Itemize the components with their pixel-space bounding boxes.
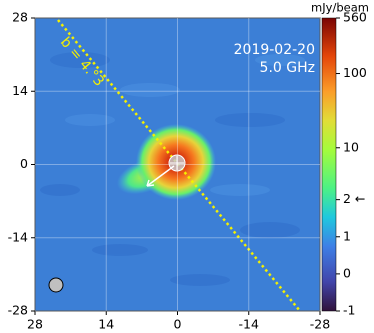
y-tick-label: -28: [8, 303, 28, 318]
colorbar-tick-label: 0: [343, 265, 351, 280]
beam: [48, 277, 64, 293]
y-tick-label: 14: [12, 83, 28, 98]
x-tick-label: -28: [310, 317, 330, 332]
x-tick-label: -14: [239, 317, 259, 332]
image: [35, 18, 320, 311]
y-tick-label: 0: [20, 156, 28, 171]
colorbar-tick-label: 560: [343, 10, 367, 25]
colorbar-tick-label: 1: [343, 228, 351, 243]
y-tick-label: 28: [12, 10, 28, 25]
cross: [170, 156, 184, 170]
colorbar-tick-label: 2 ←: [343, 191, 365, 206]
x-tick-label: 0: [174, 317, 182, 332]
colorbar-tick-label: 100: [343, 65, 367, 80]
y-tick-label: -14: [8, 229, 28, 244]
date: 2019-02-20: [234, 42, 315, 58]
frequency: 5.0 GHz: [260, 60, 315, 76]
arrow: [146, 165, 175, 187]
colorbar-tick-label: -1: [343, 303, 355, 318]
x-tick-label: 28: [27, 317, 43, 332]
colorbar: [321, 17, 337, 312]
colorbar-tick-label: 10: [343, 139, 359, 154]
colorbar-label: mJy/beam: [311, 1, 369, 15]
x-tick-label: 14: [98, 317, 114, 332]
